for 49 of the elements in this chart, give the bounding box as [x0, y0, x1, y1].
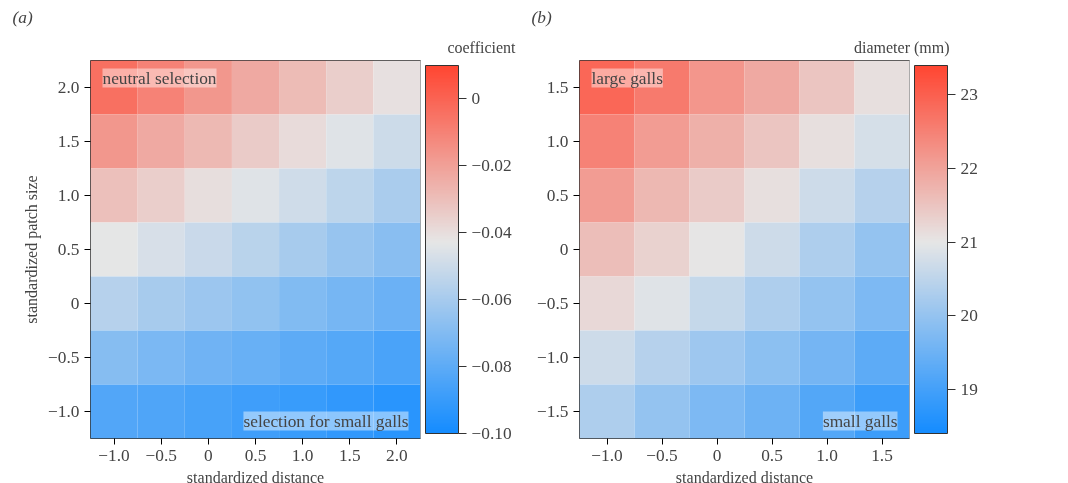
y-tick-label: 1.5 — [546, 78, 569, 97]
y-tick-label: 1.0 — [546, 132, 569, 151]
y-tick-label: −0.5 — [48, 348, 80, 367]
x-tick-label: −1.0 — [98, 445, 130, 465]
color-bar-label: 22 — [960, 159, 978, 179]
color-bar-label: −0.08 — [471, 357, 512, 377]
x-axis-title: standardized distance — [186, 468, 325, 483]
color-bar-label: 0 — [471, 89, 481, 109]
y-tick-label: 1.5 — [57, 132, 80, 151]
x-tick-label: 1.5 — [871, 445, 893, 465]
x-tick-label: −1.0 — [591, 445, 623, 465]
x-tick-label: 2.0 — [386, 445, 408, 465]
color-bar-label: 19 — [960, 379, 978, 399]
annotation: small galls — [822, 411, 898, 431]
color-bar-label: −0.04 — [471, 223, 512, 243]
y-tick-label: 0.5 — [57, 240, 80, 259]
chart-title: (a) — [12, 7, 33, 27]
y-tick-label: 0.5 — [546, 186, 569, 205]
x-tick-label: 0 — [204, 445, 213, 465]
x-axis-title: standardized distance — [675, 468, 814, 483]
y-tick-label: −1.5 — [537, 402, 569, 421]
x-tick-label: 1.5 — [338, 445, 361, 465]
y-tick-label: −1.0 — [48, 402, 80, 421]
y-tick-label: 0 — [70, 294, 80, 313]
annotation: large galls — [591, 68, 664, 88]
color-bar-label: 23 — [960, 85, 978, 105]
color-bar-label: 20 — [960, 306, 978, 326]
x-tick-label: 1.0 — [816, 445, 838, 465]
x-tick-label: 0.5 — [761, 445, 783, 465]
annotation: selection for small galls — [243, 411, 409, 431]
x-tick-label: 0 — [712, 445, 722, 465]
y-tick-label: 0 — [559, 240, 569, 259]
color-bar-label: −0.06 — [471, 290, 512, 310]
y-tick-label: −1.0 — [537, 348, 569, 367]
color-bar-label: −0.10 — [471, 424, 512, 443]
color-bar-title: coefficient — [447, 38, 517, 56]
x-tick-label: 1.0 — [291, 445, 314, 465]
x-tick-label: −0.5 — [145, 445, 177, 465]
chart-title: (b) — [531, 7, 552, 27]
y-tick-label: 2.0 — [57, 78, 80, 97]
color-bar-title: diameter (mm) — [853, 38, 950, 57]
y-tick-label: 1.0 — [57, 186, 80, 205]
annotation: neutral selection — [102, 68, 217, 88]
x-tick-label: 0.5 — [244, 445, 267, 465]
color-bar-label: −0.02 — [471, 156, 512, 176]
y-axis-title: standardized patch size — [23, 175, 42, 324]
color-bar-label: 21 — [960, 232, 978, 252]
y-tick-label: −0.5 — [537, 294, 569, 313]
x-tick-label: −0.5 — [646, 445, 678, 465]
